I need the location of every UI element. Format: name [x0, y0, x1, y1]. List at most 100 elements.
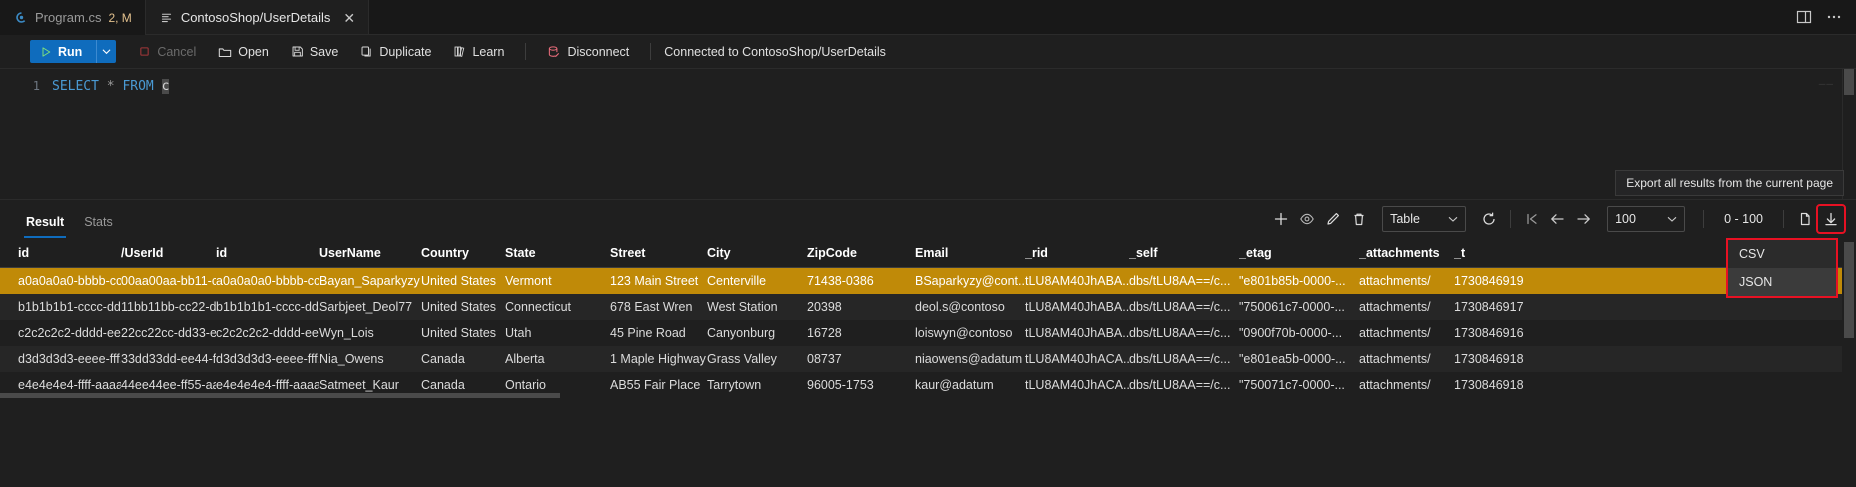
- column-header-id1[interactable]: id: [18, 245, 30, 260]
- cell-self: dbs/tLU8AA==/c...: [1129, 300, 1231, 314]
- cell-id2: c2c2c2c2-dddd-ee...: [216, 326, 319, 340]
- tab-label: ContosoShop/UserDetails: [180, 10, 331, 25]
- results-toolbar: Table: [1268, 170, 1846, 298]
- column-header-rid[interactable]: _rid: [1025, 245, 1048, 260]
- duplicate-button[interactable]: Duplicate: [350, 41, 441, 63]
- scrollbar-thumb[interactable]: [1844, 242, 1854, 338]
- tab-result[interactable]: Result: [18, 215, 72, 238]
- export-button[interactable]: [1816, 204, 1846, 234]
- cell-street: AB55 Fair Place: [610, 378, 701, 392]
- grid-horizontal-scrollbar[interactable]: [0, 393, 1842, 398]
- previous-page-button[interactable]: [1545, 206, 1571, 232]
- folder-icon: [218, 45, 232, 59]
- export-tooltip: Export all results from the current page: [1615, 170, 1844, 196]
- table-row[interactable]: d3d3d3d3-eeee-fff...33dd33dd-ee44-fff...…: [0, 346, 1856, 372]
- first-page-button[interactable]: [1519, 206, 1545, 232]
- delete-item-button[interactable]: [1346, 206, 1372, 232]
- cell-self: dbs/tLU8AA==/c...: [1129, 274, 1231, 288]
- scrollbar-thumb[interactable]: [1844, 69, 1854, 95]
- column-header-city[interactable]: City: [707, 245, 731, 260]
- duplicate-label: Duplicate: [379, 44, 432, 59]
- copy-button[interactable]: [1792, 206, 1818, 232]
- cell-etag: "e801ea5b-0000-...: [1239, 352, 1346, 366]
- results-tab-bar: Result Stats: [0, 170, 1856, 298]
- view-mode-select[interactable]: Table: [1382, 206, 1467, 232]
- page-size-select[interactable]: 100: [1607, 206, 1686, 232]
- book-icon: [453, 45, 466, 58]
- tab-stats[interactable]: Stats: [76, 215, 121, 238]
- column-header-state[interactable]: State: [505, 245, 536, 260]
- query-editor[interactable]: 1 SELECT * FROM c ‒‒: [0, 69, 1856, 199]
- grid-vertical-scrollbar[interactable]: [1842, 238, 1856, 398]
- cell-attachments: attachments/: [1359, 300, 1431, 314]
- page-size-value: 100: [1615, 212, 1636, 226]
- editor-line-1: 1 SELECT * FROM c: [0, 69, 1856, 94]
- run-button-main[interactable]: Run: [30, 40, 96, 63]
- column-header-self[interactable]: _self: [1129, 245, 1158, 260]
- refresh-button[interactable]: [1476, 206, 1502, 232]
- column-header-ts[interactable]: _t: [1454, 245, 1466, 260]
- grid-body: a0a0a0a0-bbbb-cc...00aa00aa-bb11-cc...a0…: [0, 268, 1856, 398]
- more-actions-icon[interactable]: [1826, 9, 1842, 25]
- duplicate-icon: [360, 45, 373, 58]
- query-icon: [160, 11, 174, 25]
- save-button[interactable]: Save: [281, 41, 349, 63]
- connection-status: Connected to ContosoShop/UserDetails: [664, 44, 886, 59]
- cell-userid: 22cc22cc-dd33-ee...: [121, 326, 216, 340]
- disconnect-button[interactable]: Disconnect: [537, 41, 639, 63]
- table-row[interactable]: e4e4e4e4-ffff-aaaa...44ee44ee-ff55-aa6..…: [0, 372, 1856, 398]
- split-editor-icon[interactable]: [1796, 9, 1812, 25]
- column-header-etag[interactable]: _etag: [1239, 245, 1272, 260]
- cell-zipcode: 16728: [807, 326, 842, 340]
- csharp-icon: [14, 11, 28, 25]
- next-page-button[interactable]: [1571, 206, 1597, 232]
- editor-code[interactable]: SELECT * FROM c: [52, 79, 170, 94]
- cell-id2: a0a0a0a0-bbbb-cc...: [216, 274, 319, 288]
- editor-vertical-scrollbar[interactable]: [1842, 69, 1856, 199]
- column-header-userid[interactable]: /UserId: [121, 245, 164, 260]
- cell-city: Canyonburg: [707, 326, 776, 340]
- cell-etag: "e801b85b-0000-...: [1239, 274, 1346, 288]
- token-alias: c: [161, 79, 170, 94]
- column-header-street[interactable]: Street: [610, 245, 646, 260]
- toolbar-divider: [525, 43, 527, 60]
- column-header-email[interactable]: Email: [915, 245, 949, 260]
- column-header-id2[interactable]: id: [216, 245, 228, 260]
- cell-email: loiswyn@contoso: [915, 326, 1013, 340]
- view-item-button[interactable]: [1294, 206, 1320, 232]
- column-header-attachments[interactable]: _attachments: [1359, 245, 1440, 260]
- column-header-username[interactable]: UserName: [319, 245, 381, 260]
- play-icon: [40, 46, 52, 58]
- scrollbar-thumb[interactable]: [0, 393, 560, 398]
- cell-userid: 00aa00aa-bb11-cc...: [121, 274, 216, 288]
- table-row[interactable]: c2c2c2c2-dddd-ee...22cc22cc-dd33-ee...c2…: [0, 320, 1856, 346]
- view-mode-value: Table: [1390, 212, 1420, 226]
- column-header-zipcode[interactable]: ZipCode: [807, 245, 857, 260]
- tab-program-cs[interactable]: Program.cs 2, M: [0, 0, 146, 35]
- minimap: ‒‒: [1818, 77, 1834, 90]
- export-option-csv[interactable]: CSV: [1728, 240, 1836, 268]
- edit-item-button[interactable]: [1320, 206, 1346, 232]
- run-button[interactable]: Run: [30, 40, 117, 63]
- table-row[interactable]: b1b1b1b1-cccc-dd...11bb11bb-cc22-dd...b1…: [0, 294, 1856, 320]
- save-icon: [291, 45, 304, 58]
- cell-etag: "750071c7-0000-...: [1239, 378, 1345, 392]
- table-row[interactable]: a0a0a0a0-bbbb-cc...00aa00aa-bb11-cc...a0…: [0, 268, 1856, 294]
- tab-label: Program.cs: [35, 10, 102, 25]
- cell-country: Canada: [421, 378, 465, 392]
- cell-state: Ontario: [505, 378, 546, 392]
- new-item-button[interactable]: [1268, 206, 1294, 232]
- close-icon[interactable]: ✕: [343, 9, 356, 26]
- cell-username: Satmeet_Kaur: [319, 378, 399, 392]
- learn-button[interactable]: Learn: [443, 41, 514, 63]
- tab-result-label: Result: [26, 215, 65, 229]
- export-option-json[interactable]: JSON: [1728, 268, 1836, 296]
- tab-contososhop-userdetails[interactable]: ContosoShop/UserDetails ✕: [145, 0, 370, 34]
- cell-ts: 1730846919: [1454, 274, 1524, 288]
- cell-country: United States: [421, 274, 497, 288]
- cell-username: Sarbjeet_Deol77: [319, 300, 413, 314]
- cell-city: Centerville: [707, 274, 767, 288]
- chevron-down-icon[interactable]: [96, 40, 116, 63]
- column-header-country[interactable]: Country: [421, 245, 469, 260]
- open-button[interactable]: Open: [208, 41, 279, 63]
